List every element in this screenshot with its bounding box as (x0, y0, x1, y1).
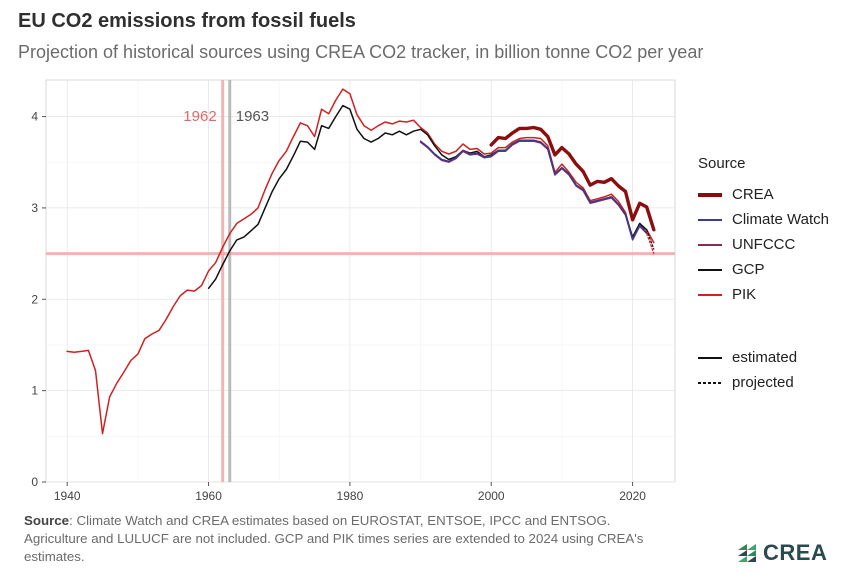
y-tick-label: 4 (31, 110, 38, 124)
crea-logo: CREA (735, 540, 827, 566)
legend-item-crea: CREA (698, 182, 829, 207)
legend-swatch-unfccc (698, 243, 722, 246)
x-tick-label: 2020 (619, 489, 646, 500)
legend-item-unfccc: UNFCCC (698, 232, 829, 257)
legend-label-gcp: GCP (732, 261, 765, 278)
legend-label-unfccc: UNFCCC (732, 236, 796, 253)
grid-layer (45, 79, 676, 483)
axis-layer: 0 1 2 3 4 1940 1960 1980 2000 2020 (31, 110, 646, 500)
legend-item-pik: PIK (698, 282, 829, 307)
reference-label-1963: 1963 (236, 108, 269, 125)
legend-swatch-estimated (698, 356, 722, 359)
legend: Source CREA Climate Watch UNFCCC GCP PIK… (698, 155, 829, 395)
x-tick-label: 1960 (195, 489, 222, 500)
legend-label-estimated: estimated (732, 349, 798, 366)
legend-item-projected: projected (698, 370, 829, 395)
legend-label-pik: PIK (732, 286, 757, 303)
legend-swatch-pik (698, 293, 722, 296)
series-layer (66, 88, 656, 435)
crea-logo-icon (738, 544, 756, 562)
source-note-label: Source (24, 513, 70, 528)
x-tick-label: 1980 (337, 489, 364, 500)
legend-item-gcp: GCP (698, 257, 829, 282)
series-line-crea (489, 125, 656, 232)
y-tick-label: 3 (31, 201, 38, 215)
source-note: Source: Climate Watch and CREA estimates… (24, 512, 664, 566)
chart-subtitle: Projection of historical sources using C… (18, 42, 704, 62)
series-line-unfccc (419, 140, 648, 241)
legend-label-projected: projected (732, 374, 794, 391)
reference-lines: 1962 1963 (46, 80, 675, 482)
source-note-text: : Climate Watch and CREA estimates based… (24, 513, 644, 564)
legend-label-climate-watch: Climate Watch (732, 211, 829, 228)
series-line-climate-watch (419, 139, 648, 240)
legend-item-estimated: estimated (698, 345, 829, 370)
legend-swatch-crea (698, 192, 722, 197)
legend-title: Source (698, 155, 746, 172)
line-chart: 1962 1963 0 1 2 3 4 1940 1960 1980 2000 2020 (31, 79, 676, 500)
reference-label-1962: 1962 (183, 108, 216, 125)
x-tick-label: 1940 (54, 489, 81, 500)
legend-swatch-projected (698, 381, 722, 384)
y-tick-label: 0 (31, 475, 38, 489)
plot-panel (45, 79, 676, 483)
x-tick-label: 2000 (478, 489, 505, 500)
series-line-gcp-projected (646, 229, 655, 250)
y-tick-label: 1 (31, 384, 38, 398)
legend-swatch-gcp (698, 268, 722, 271)
series-line-pik-projected (646, 232, 655, 255)
legend-item-climate-watch: Climate Watch (698, 207, 829, 232)
legend-swatch-climate-watch (698, 218, 722, 221)
series-line-pik (66, 88, 655, 435)
chart-title: EU CO2 emissions from fossil fuels (18, 10, 356, 32)
legend-label-crea: CREA (732, 186, 774, 203)
crea-logo-text: CREA (763, 540, 828, 565)
y-tick-label: 2 (31, 292, 38, 306)
